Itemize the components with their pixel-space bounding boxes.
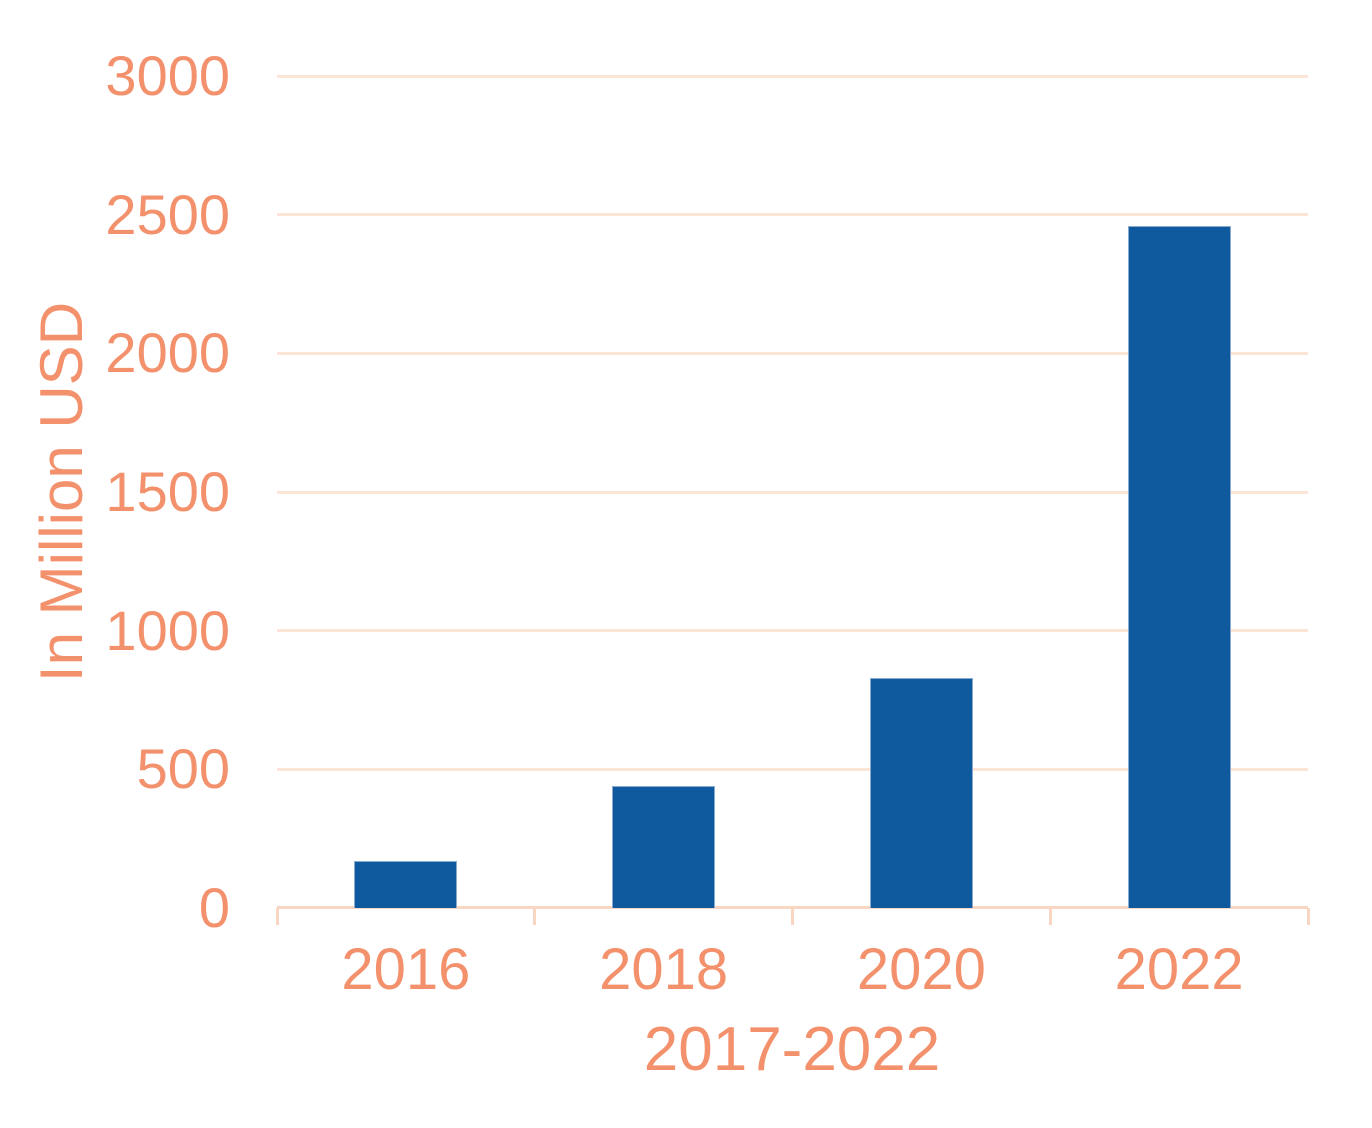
y-tick-label: 1000 bbox=[105, 598, 230, 662]
bar-2022 bbox=[1127, 225, 1231, 908]
y-tick-label: 500 bbox=[136, 737, 230, 801]
x-tick-label: 2018 bbox=[599, 937, 729, 1002]
x-axis-tick bbox=[275, 908, 279, 925]
x-axis-tick bbox=[791, 908, 794, 925]
gridline bbox=[277, 490, 1308, 494]
y-tick-label: 3000 bbox=[105, 44, 230, 107]
y-tick-label: 1500 bbox=[105, 460, 230, 523]
plot-area bbox=[275, 74, 1310, 925]
x-tick-label: 2022 bbox=[1114, 937, 1244, 1002]
y-tick-label: 0 bbox=[198, 876, 230, 939]
x-tick-label: 2020 bbox=[856, 937, 986, 1002]
x-axis-title: 2017-2022 bbox=[643, 1015, 941, 1084]
gridline bbox=[277, 629, 1308, 633]
x-axis-line bbox=[277, 906, 1308, 909]
bar-2018 bbox=[612, 785, 716, 908]
gridline bbox=[277, 351, 1308, 355]
gridline bbox=[277, 74, 1308, 78]
gridline bbox=[277, 767, 1308, 771]
y-tick-label: 2500 bbox=[105, 182, 230, 246]
bar-2016 bbox=[354, 860, 458, 908]
x-tick-label: 2016 bbox=[341, 937, 471, 1002]
x-axis-tick bbox=[533, 908, 537, 925]
bar-2020 bbox=[869, 677, 973, 908]
x-axis-tick bbox=[1306, 908, 1310, 925]
x-axis-tick bbox=[1048, 908, 1052, 925]
gridline bbox=[277, 213, 1308, 217]
y-tick-label: 2000 bbox=[105, 321, 230, 385]
